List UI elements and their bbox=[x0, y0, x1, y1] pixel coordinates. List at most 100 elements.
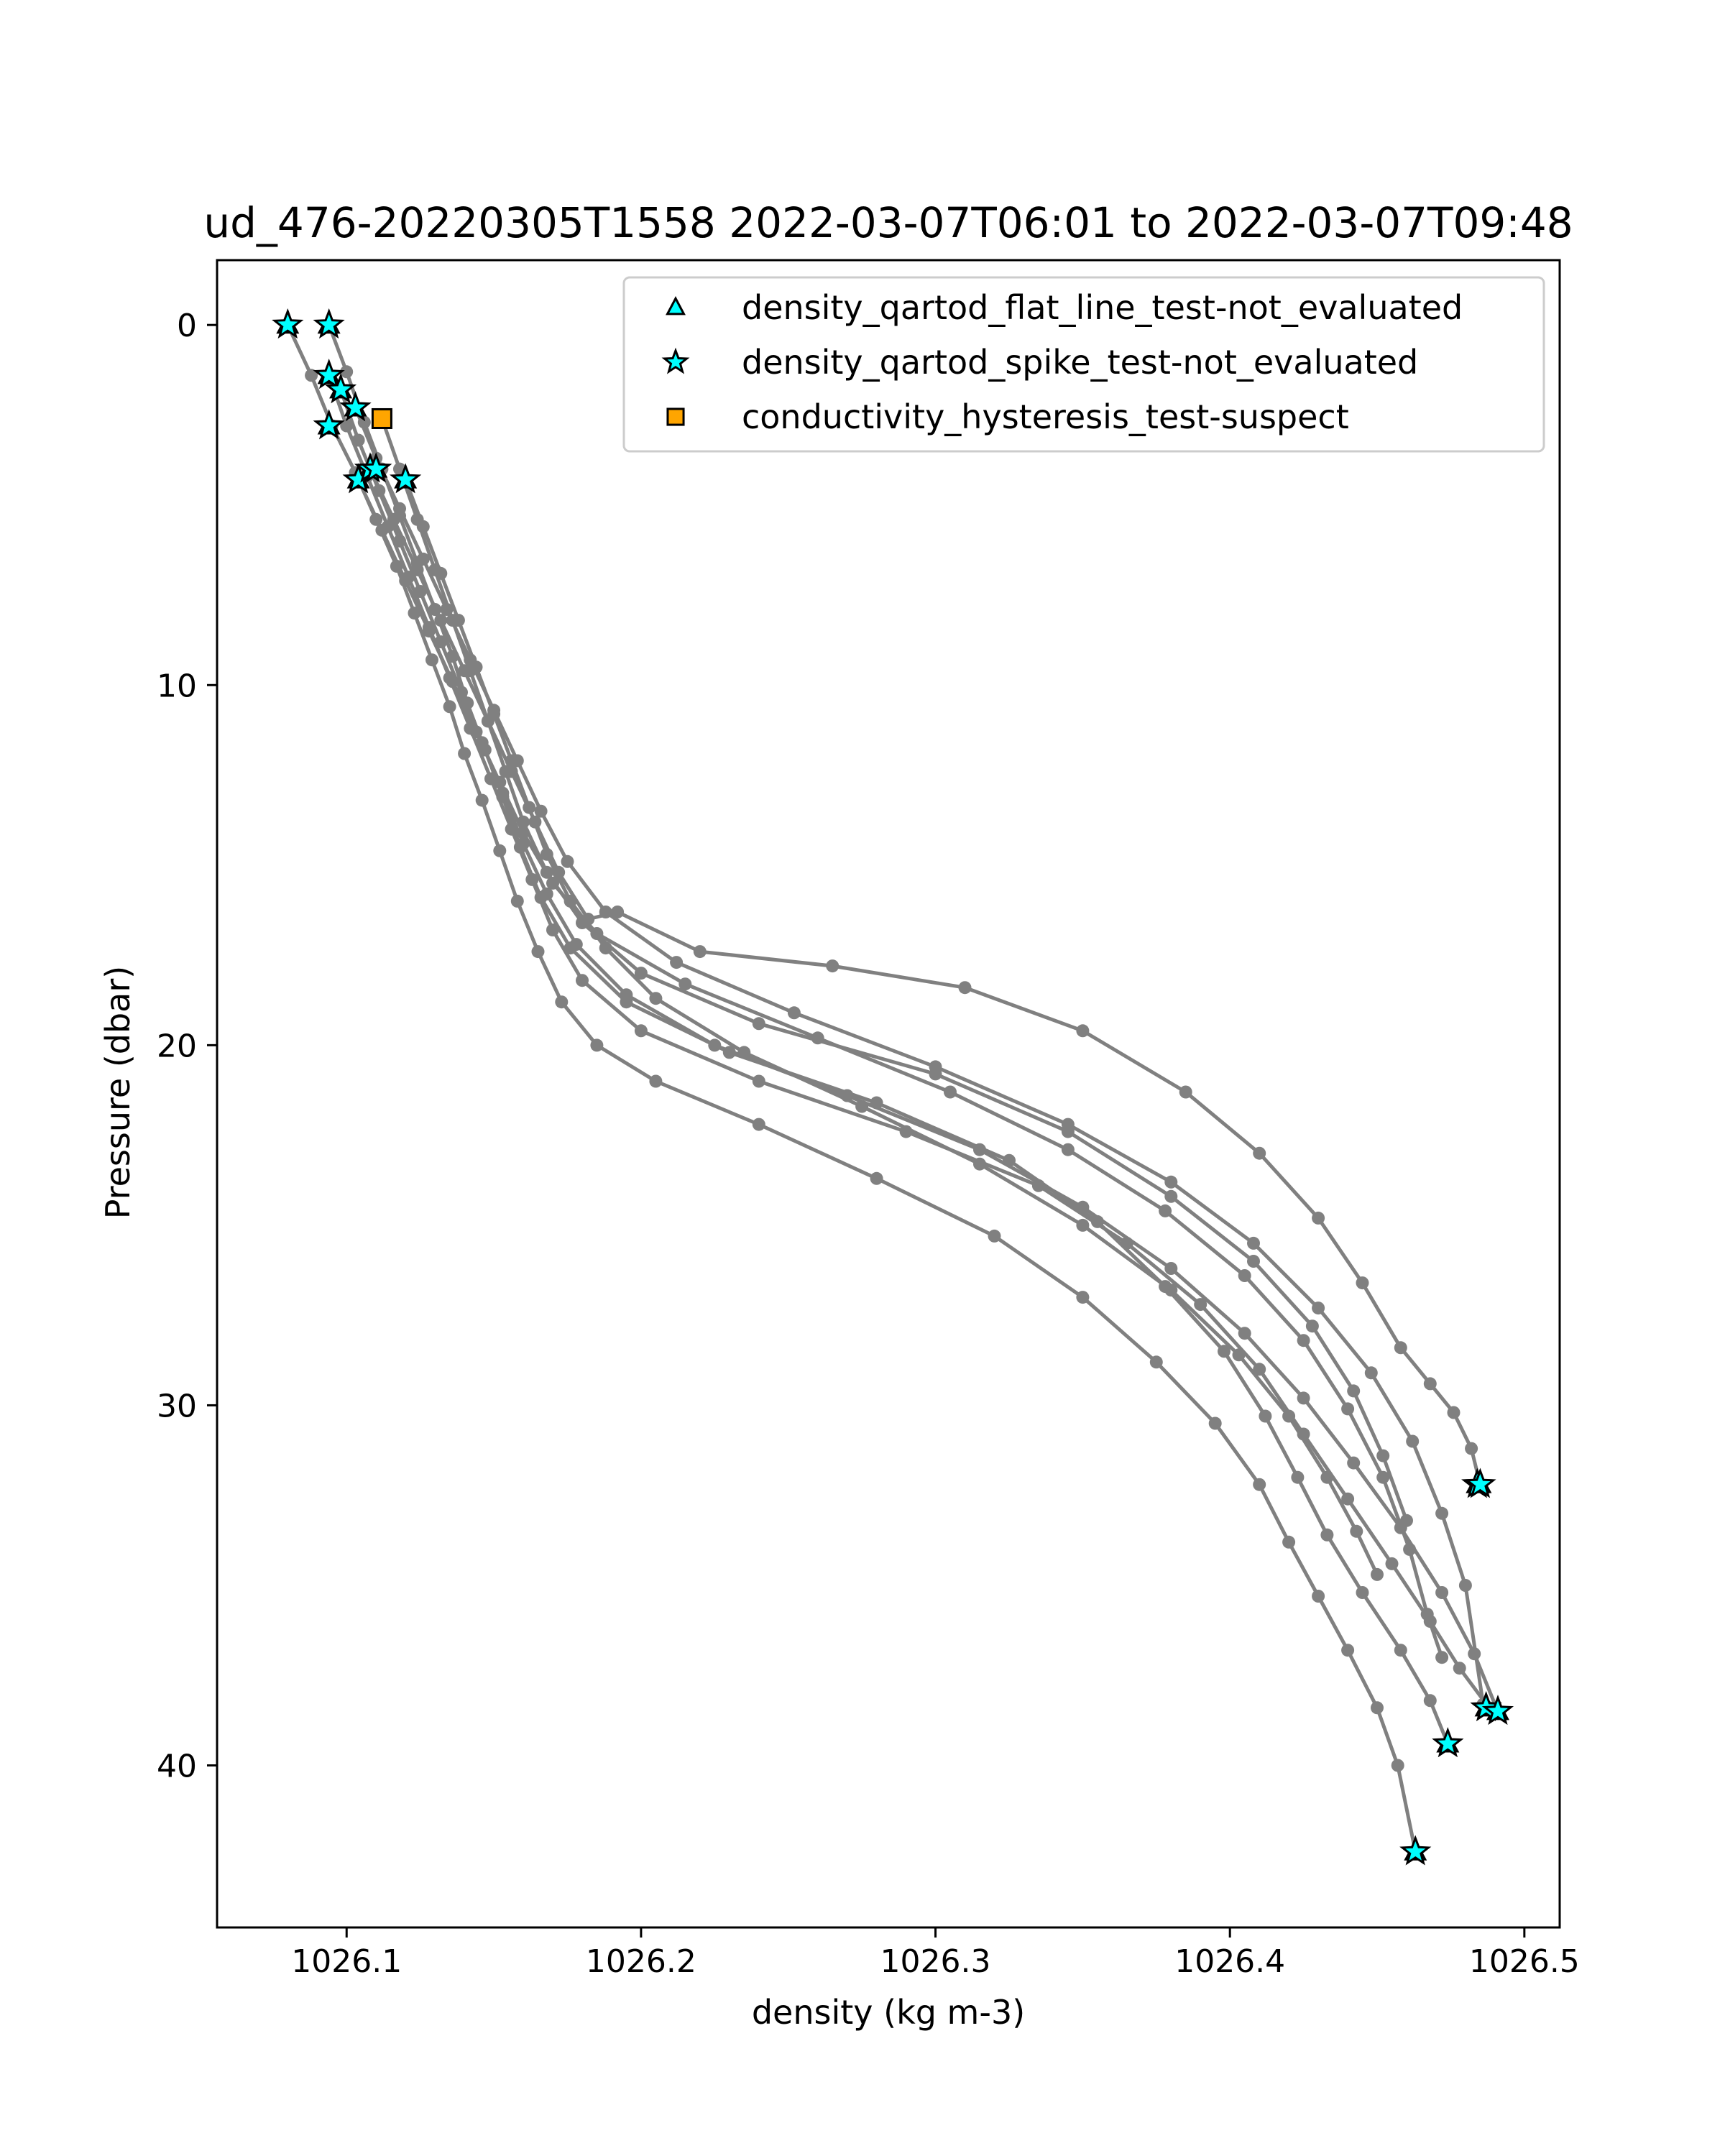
axes-layer: 1026.1 1026.2 1026.3 1026.4 1026.5 0 10 20 30 40 bbox=[157, 259, 1580, 1980]
legend-star-icon bbox=[661, 347, 690, 374]
profile-point bbox=[1376, 1470, 1390, 1484]
profile-point bbox=[1364, 1366, 1378, 1380]
profile-point bbox=[1218, 1345, 1230, 1358]
profile-point bbox=[1259, 1409, 1272, 1423]
profile-point bbox=[1312, 1302, 1325, 1315]
profile-point bbox=[340, 365, 354, 379]
series-star-markers bbox=[272, 308, 1514, 1866]
y-tick-label: 30 bbox=[157, 1388, 197, 1424]
star-marker bbox=[313, 409, 345, 440]
profile-point bbox=[458, 747, 472, 760]
profile-4 bbox=[334, 383, 1504, 1718]
profile-line bbox=[286, 324, 1417, 1853]
profile-point bbox=[1076, 1024, 1090, 1038]
profile-point bbox=[493, 844, 507, 857]
y-tick-label: 20 bbox=[157, 1028, 197, 1064]
profile-point bbox=[1341, 1492, 1355, 1506]
star-marker bbox=[313, 308, 345, 339]
profile-point bbox=[1164, 1284, 1178, 1297]
profile-point bbox=[1423, 1694, 1437, 1708]
star-marker bbox=[1464, 1468, 1496, 1498]
profile-point bbox=[787, 1006, 801, 1020]
profile-point bbox=[493, 775, 507, 789]
profile-point bbox=[752, 1074, 765, 1088]
profile-point bbox=[1159, 1204, 1172, 1217]
profile-point bbox=[1076, 1200, 1090, 1214]
profile-point bbox=[534, 804, 548, 818]
profile-point bbox=[1282, 1409, 1296, 1423]
profile-point bbox=[426, 653, 438, 667]
legend-square-icon bbox=[666, 407, 685, 426]
profile-point bbox=[1076, 1218, 1090, 1232]
profile-point bbox=[1312, 1590, 1325, 1603]
profile-point bbox=[1179, 1085, 1192, 1099]
y-tick-label: 40 bbox=[157, 1749, 197, 1785]
profile-point bbox=[1371, 1567, 1384, 1581]
profile-point bbox=[1232, 1348, 1246, 1362]
star-marker bbox=[324, 373, 357, 404]
profile-point bbox=[1297, 1334, 1310, 1348]
profile-point bbox=[1247, 1236, 1260, 1250]
profile-point bbox=[393, 502, 406, 515]
profile-point bbox=[708, 1038, 722, 1052]
profile-point bbox=[1465, 1442, 1478, 1455]
x-tick-label: 1026.3 bbox=[880, 1943, 991, 1980]
profile-point bbox=[1458, 1579, 1472, 1592]
profile-point bbox=[564, 894, 577, 908]
profile-point bbox=[929, 1067, 942, 1081]
profile-point bbox=[1297, 1391, 1310, 1405]
star-marker bbox=[272, 308, 304, 339]
profile-point bbox=[678, 977, 692, 991]
profile-point bbox=[1356, 1586, 1369, 1599]
profile-point bbox=[1320, 1470, 1334, 1484]
legend-box bbox=[622, 276, 1545, 453]
profile-point bbox=[422, 625, 436, 638]
profile-point bbox=[1061, 1143, 1075, 1156]
profile-point bbox=[1164, 1175, 1178, 1189]
profile-point bbox=[451, 614, 465, 627]
profile-point bbox=[517, 826, 530, 839]
profile-point bbox=[1394, 1341, 1407, 1355]
profile-point bbox=[870, 1171, 883, 1185]
profile-point bbox=[1208, 1416, 1222, 1430]
legend-label: density_qartod_flat_line_test-not_evalua… bbox=[742, 288, 1463, 327]
profile-point bbox=[1385, 1557, 1399, 1570]
profile-point bbox=[1453, 1662, 1466, 1675]
profile-point bbox=[599, 941, 612, 955]
profile-point bbox=[1164, 1262, 1178, 1275]
legend-entry: density_qartod_spike_test-not_evaluated bbox=[661, 343, 1418, 382]
profile-point bbox=[1435, 1506, 1449, 1520]
profile-point bbox=[1247, 1255, 1260, 1268]
y-tick-label: 0 bbox=[177, 308, 197, 344]
profile-point bbox=[634, 967, 648, 980]
profile-point bbox=[387, 512, 400, 526]
star-marker bbox=[313, 359, 345, 390]
profile-point bbox=[443, 700, 456, 714]
y-tick-label: 10 bbox=[157, 668, 197, 704]
markers-layer bbox=[272, 308, 1514, 1866]
profile-point bbox=[590, 1038, 604, 1052]
profile-point bbox=[611, 906, 625, 918]
profile-point bbox=[434, 566, 448, 580]
profile-point bbox=[434, 614, 448, 627]
profile-point bbox=[505, 754, 518, 768]
y-axis-label: Pressure (dbar) bbox=[98, 966, 137, 1219]
profile-point bbox=[1164, 1189, 1178, 1203]
star-marker bbox=[360, 452, 392, 483]
profile-point bbox=[546, 923, 559, 936]
profile-point bbox=[375, 523, 389, 537]
profiles-layer bbox=[281, 318, 1504, 1858]
profile-point bbox=[826, 959, 840, 973]
profile-point bbox=[416, 520, 430, 533]
series-square-markers bbox=[371, 407, 392, 429]
profile-point bbox=[1403, 1542, 1417, 1556]
profile-point bbox=[737, 1046, 751, 1059]
profile-point bbox=[546, 876, 559, 890]
profile-8 bbox=[351, 473, 1449, 1664]
profile-point bbox=[561, 854, 574, 868]
profile-point bbox=[973, 1143, 986, 1156]
profile-point bbox=[1194, 1298, 1208, 1312]
star-marker bbox=[390, 463, 422, 494]
